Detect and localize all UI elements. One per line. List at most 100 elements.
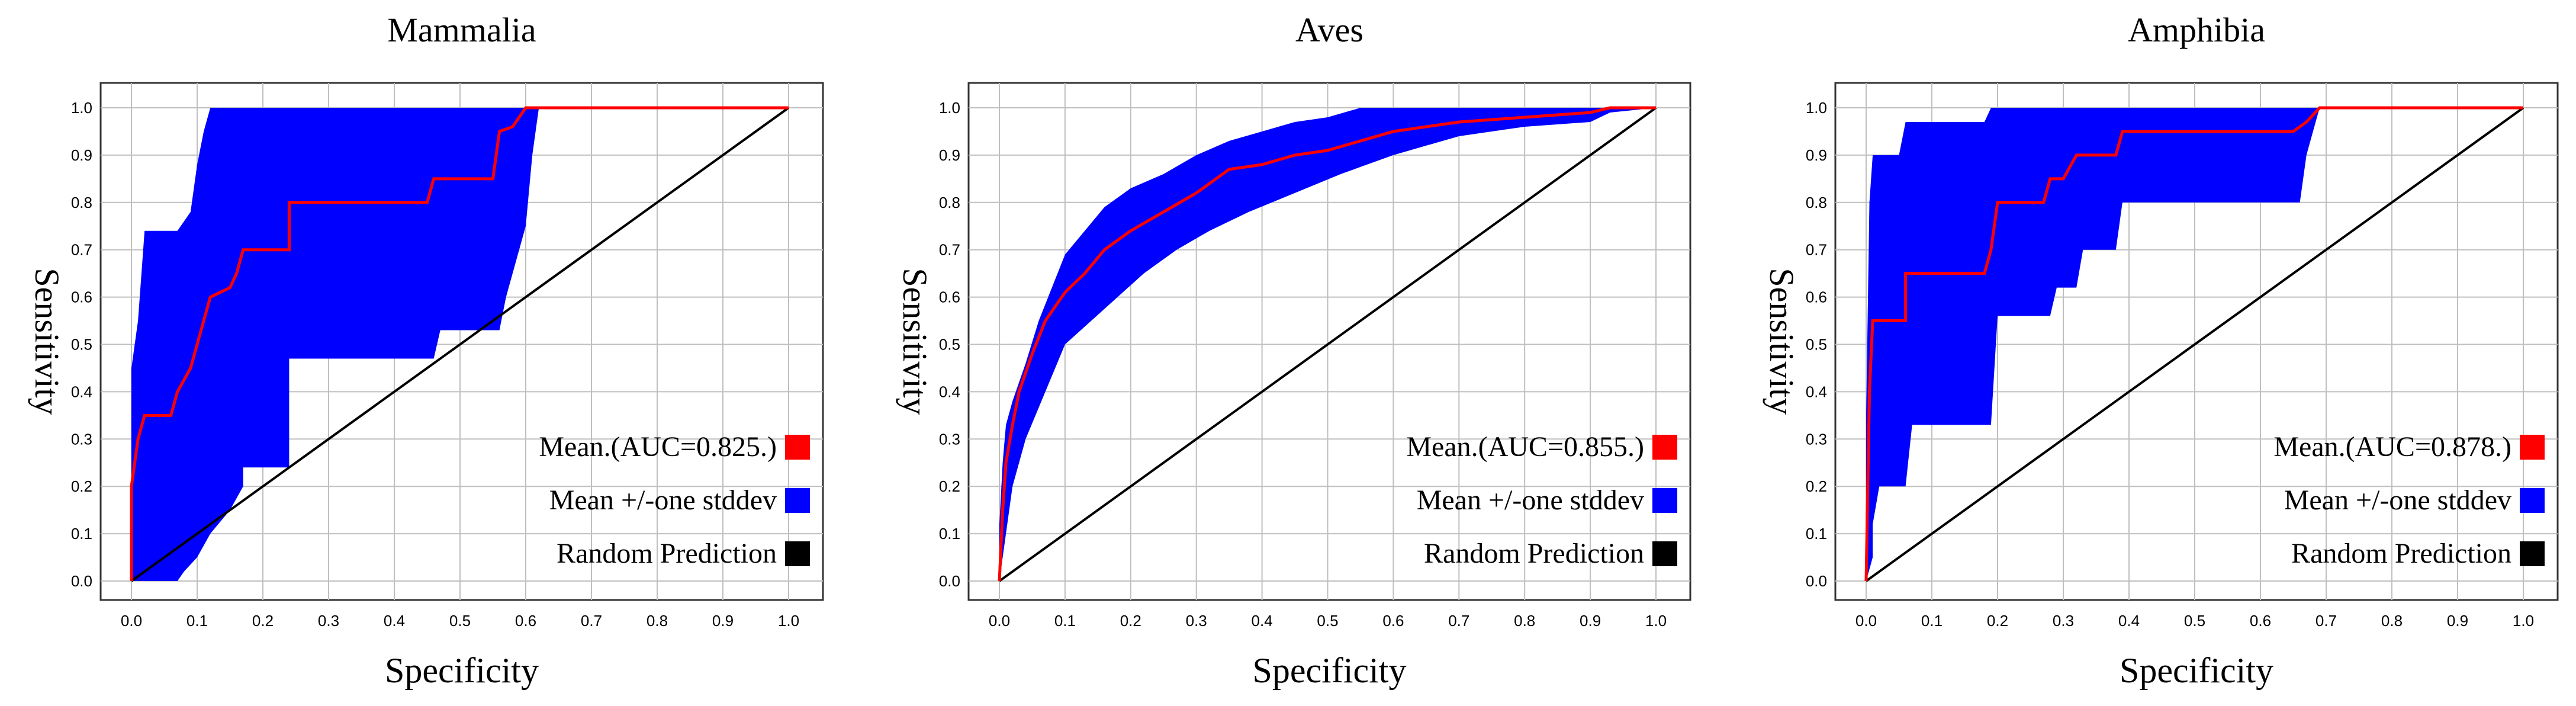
- y-tick-label: 0.5: [939, 336, 960, 354]
- x-tick-label: 0.2: [252, 612, 274, 630]
- x-tick-label: 0.8: [647, 612, 668, 630]
- x-tick-label: 0.5: [449, 612, 471, 630]
- y-tick-label: 0.1: [939, 525, 960, 543]
- x-tick-label: 0.1: [186, 612, 208, 630]
- y-tick-label: 0.3: [939, 430, 960, 448]
- legend-label: Mean +/-one stddev: [2284, 484, 2511, 516]
- legend-label: Random Prediction: [557, 538, 777, 569]
- y-tick-label: 0.8: [1806, 194, 1827, 211]
- legend-label: Mean +/-one stddev: [1417, 484, 1644, 516]
- legend-swatch: [1652, 541, 1677, 566]
- mean-roc-line: [1864, 106, 2523, 582]
- chart-title: Aves: [1295, 11, 1363, 49]
- y-tick-label: 0.1: [1806, 525, 1827, 543]
- y-tick-label: 0.5: [71, 336, 92, 354]
- y-tick-label: 0.8: [939, 194, 960, 211]
- roc-panel-0: 0.0 0.1 0.2 0.3 0.4 0.5 0.6 0.7 0.8 0.9 1.0 0.0 0.1 0…: [28, 11, 824, 690]
- stddev-band: [131, 108, 789, 581]
- y-tick-label: 0.9: [939, 146, 960, 164]
- y-tick-label: 0.6: [1806, 288, 1827, 306]
- y-tick-label: 0.9: [1806, 146, 1827, 164]
- y-axis-label: Sensitivity: [28, 268, 66, 415]
- random-prediction-line: [130, 107, 790, 582]
- y-tick-label: 0.2: [939, 477, 960, 495]
- legend-swatch: [1652, 488, 1677, 513]
- y-tick-label: 1.0: [1806, 99, 1827, 117]
- x-tick-label: 1.0: [778, 612, 799, 630]
- y-tick-label: 0.3: [1806, 430, 1827, 448]
- legend-label: Random Prediction: [2291, 538, 2511, 569]
- y-tick-label: 0.3: [71, 430, 92, 448]
- y-axis-label: Sensitivity: [896, 268, 934, 415]
- x-tick-label: 0.6: [1382, 612, 1404, 630]
- stddev-band: [999, 108, 1656, 581]
- x-tick-label: 0.5: [2184, 612, 2205, 630]
- y-tick-label: 0.6: [71, 288, 92, 306]
- legend-label: Mean +/-one stddev: [549, 484, 777, 516]
- x-axis-label: Specificity: [2120, 651, 2273, 690]
- x-tick-label: 0.4: [1252, 612, 1273, 630]
- legend-swatch: [2520, 435, 2545, 460]
- legend-label: Random Prediction: [1424, 538, 1644, 569]
- legend-swatch: [785, 435, 810, 460]
- legend-swatch: [2520, 488, 2545, 513]
- x-axis-label: Specificity: [385, 651, 539, 690]
- x-tick-label: 1.0: [1645, 612, 1667, 630]
- y-axis-label: Sensitivity: [1763, 268, 1801, 415]
- y-tick-label: 0.7: [939, 241, 960, 259]
- y-tick-label: 0.0: [939, 572, 960, 590]
- x-tick-label: 0.6: [515, 612, 536, 630]
- mean-roc-line: [130, 106, 789, 581]
- legend-swatch: [785, 488, 810, 513]
- legend-swatch: [2520, 541, 2545, 566]
- stddev-band: [1866, 108, 2523, 581]
- x-tick-label: 0.1: [1921, 612, 1943, 630]
- y-tick-label: 1.0: [71, 99, 92, 117]
- x-tick-label: 0.0: [1855, 612, 1877, 630]
- x-tick-label: 0.0: [121, 612, 142, 630]
- mean-roc-line: [998, 106, 1656, 582]
- y-tick-label: 0.4: [1806, 383, 1827, 400]
- y-tick-label: 0.4: [939, 383, 960, 400]
- y-tick-label: 1.0: [939, 99, 960, 117]
- x-tick-label: 0.7: [2315, 612, 2337, 630]
- y-tick-label: 0.9: [71, 146, 92, 164]
- x-tick-label: 0.4: [384, 612, 405, 630]
- roc-panel-2: 0.0 0.1 0.2 0.3 0.4 0.5 0.6 0.7 0.8 0.9 1.0 0.0 0.1 0…: [1763, 11, 2559, 690]
- x-tick-label: 0.3: [1186, 612, 1207, 630]
- x-tick-label: 0.4: [2118, 612, 2140, 630]
- x-tick-label: 0.6: [2250, 612, 2271, 630]
- x-tick-label: 0.8: [1514, 612, 1535, 630]
- x-tick-label: 0.0: [989, 612, 1010, 630]
- y-tick-label: 0.5: [1806, 336, 1827, 354]
- y-tick-label: 0.7: [1806, 241, 1827, 259]
- legend-label: Mean.(AUC=0.825.): [539, 431, 777, 463]
- x-axis-label: Specificity: [1253, 651, 1407, 690]
- y-tick-label: 0.2: [71, 477, 92, 495]
- roc-panel-1: 0.0 0.1 0.2 0.3 0.4 0.5 0.6 0.7 0.8 0.9 1.0 0.0 0.1 0…: [896, 11, 1691, 690]
- chart-title: Amphibia: [2128, 11, 2265, 49]
- legend-swatch: [785, 541, 810, 566]
- chart-title: Mammalia: [387, 11, 536, 49]
- x-tick-label: 0.7: [581, 612, 602, 630]
- random-prediction-line: [998, 107, 1657, 582]
- x-tick-label: 0.3: [318, 612, 339, 630]
- y-tick-label: 0.0: [1806, 572, 1827, 590]
- y-tick-label: 0.1: [71, 525, 92, 543]
- y-tick-label: 0.7: [71, 241, 92, 259]
- x-tick-label: 0.2: [1987, 612, 2008, 630]
- x-tick-label: 0.8: [2381, 612, 2403, 630]
- x-tick-label: 0.9: [2447, 612, 2468, 630]
- x-tick-label: 1.0: [2513, 612, 2534, 630]
- x-tick-label: 0.2: [1120, 612, 1141, 630]
- y-tick-label: 0.6: [939, 288, 960, 306]
- x-tick-label: 0.9: [1580, 612, 1601, 630]
- legend-label: Mean.(AUC=0.878.): [2273, 431, 2511, 463]
- x-tick-label: 0.7: [1448, 612, 1469, 630]
- x-tick-label: 0.1: [1054, 612, 1076, 630]
- x-tick-label: 0.3: [2053, 612, 2074, 630]
- x-tick-label: 0.9: [712, 612, 734, 630]
- y-tick-label: 0.4: [71, 383, 92, 400]
- random-prediction-line: [1865, 107, 2524, 582]
